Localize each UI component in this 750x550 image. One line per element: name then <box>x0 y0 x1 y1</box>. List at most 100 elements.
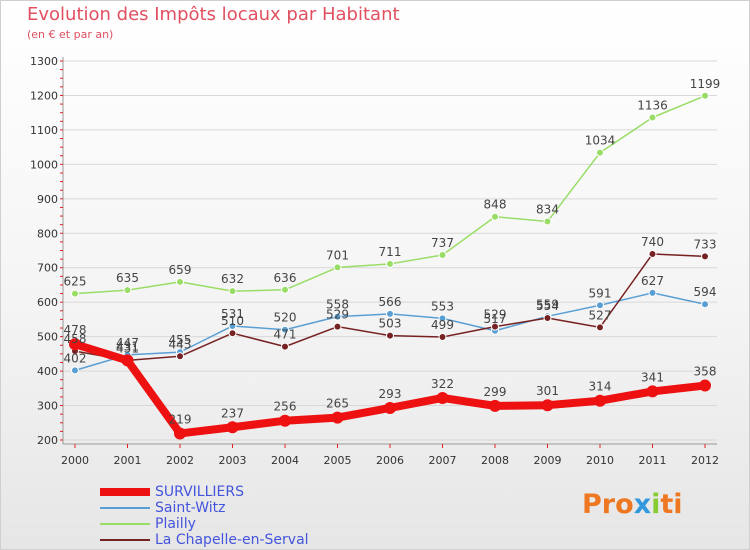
data-point-survilliers <box>489 399 501 412</box>
y-tick-label: 600 <box>37 296 58 309</box>
data-label-plailly: 701 <box>326 248 349 262</box>
data-label-saint-witz: 553 <box>431 299 454 313</box>
data-point-la-chapelle-en-serval <box>648 249 657 258</box>
y-tick-label: 900 <box>37 193 58 206</box>
x-tick-label: 2010 <box>586 454 614 467</box>
data-label-survilliers: 358 <box>694 365 717 379</box>
data-point-la-chapelle-en-serval <box>543 314 552 323</box>
legend-swatch <box>100 539 150 541</box>
data-label-plailly: 659 <box>169 263 192 277</box>
data-point-saint-witz <box>438 314 447 323</box>
y-tick-label: 1300 <box>30 55 58 68</box>
data-label-saint-witz: 447 <box>116 336 139 350</box>
x-tick-label: 2009 <box>534 454 562 467</box>
chart-title: Evolution des Impôts locaux par Habitant <box>27 4 400 25</box>
data-label-saint-witz: 594 <box>694 285 717 299</box>
legend-label: Plailly <box>155 516 196 532</box>
chart-subtitle: (en € et par an) <box>27 28 114 41</box>
data-point-la-chapelle-en-serval <box>281 342 289 351</box>
y-tick-label: 400 <box>37 365 58 378</box>
data-point-survilliers <box>226 421 239 434</box>
legend-swatch <box>100 523 150 525</box>
logo-letter: t <box>660 489 674 520</box>
logo-letter: o <box>615 489 634 520</box>
data-label-saint-witz: 531 <box>221 307 244 321</box>
data-point-survilliers <box>121 354 134 367</box>
x-tick-label: 2008 <box>481 454 509 467</box>
data-label-survilliers: 256 <box>274 400 297 414</box>
x-tick-label: 2011 <box>639 454 667 467</box>
data-point-survilliers <box>594 394 606 407</box>
data-point-survilliers <box>541 399 554 412</box>
legend-swatch <box>100 507 150 509</box>
x-tick-label: 2005 <box>324 454 352 467</box>
data-point-plailly <box>281 285 289 294</box>
data-label-plailly: 632 <box>221 272 244 286</box>
legend-label: Saint-Witz <box>155 500 226 516</box>
data-point-plailly <box>123 286 132 295</box>
data-point-saint-witz <box>71 366 79 375</box>
data-point-survilliers <box>384 401 396 414</box>
x-tick-label: 2000 <box>61 454 89 467</box>
logo-letter: x <box>633 489 652 520</box>
data-point-survilliers <box>436 391 449 404</box>
data-label-survilliers: 478 <box>64 323 87 337</box>
data-label-saint-witz: 558 <box>326 298 349 312</box>
data-point-plailly <box>333 263 342 272</box>
data-label-plailly: 711 <box>379 245 402 259</box>
data-label-la-chapelle-en-serval: 471 <box>274 328 297 342</box>
data-label-survilliers: 341 <box>641 370 664 384</box>
data-label-saint-witz: 559 <box>536 297 559 311</box>
data-label-plailly: 1034 <box>585 134 616 148</box>
x-tick-label: 2002 <box>166 454 194 467</box>
data-label-survilliers: 293 <box>379 387 402 401</box>
data-point-plailly <box>438 250 447 259</box>
data-point-la-chapelle-en-serval <box>333 322 342 331</box>
y-tick-label: 1100 <box>30 124 58 137</box>
x-tick-label: 2007 <box>429 454 457 467</box>
y-tick-label: 800 <box>37 227 58 240</box>
data-point-survilliers <box>699 379 711 392</box>
data-label-survilliers: 322 <box>431 377 454 391</box>
data-point-survilliers <box>646 385 659 398</box>
data-label-saint-witz: 591 <box>589 286 612 300</box>
data-label-plailly: 737 <box>431 236 454 250</box>
data-label-survilliers: 431 <box>116 339 139 353</box>
data-label-la-chapelle-en-serval: 458 <box>64 332 87 346</box>
data-point-saint-witz <box>701 300 709 309</box>
data-point-survilliers <box>331 411 344 424</box>
data-label-la-chapelle-en-serval: 503 <box>379 317 402 331</box>
data-label-la-chapelle-en-serval: 499 <box>431 318 454 332</box>
data-label-saint-witz: 402 <box>64 351 87 365</box>
data-point-plailly <box>176 277 184 286</box>
data-label-survilliers: 301 <box>536 384 559 398</box>
y-tick-label: 500 <box>37 331 58 344</box>
data-label-plailly: 834 <box>536 203 559 217</box>
data-label-la-chapelle-en-serval: 740 <box>641 235 664 249</box>
x-tick-label: 2012 <box>691 454 719 467</box>
data-point-la-chapelle-en-serval <box>491 322 499 331</box>
x-tick-label: 2003 <box>219 454 247 467</box>
legend-swatch <box>100 488 150 496</box>
data-label-saint-witz: 566 <box>379 295 402 309</box>
data-point-saint-witz <box>648 288 657 297</box>
data-point-survilliers <box>69 338 81 351</box>
data-point-saint-witz <box>333 312 342 321</box>
data-point-plailly <box>648 113 657 122</box>
logo-letter: r <box>601 489 616 520</box>
data-point-la-chapelle-en-serval <box>228 329 237 338</box>
data-label-saint-witz: 627 <box>641 274 664 288</box>
data-point-survilliers <box>174 427 186 440</box>
data-label-survilliers: 299 <box>484 385 507 399</box>
data-label-plailly: 848 <box>484 198 507 212</box>
data-point-la-chapelle-en-serval <box>386 331 394 340</box>
data-point-la-chapelle-en-serval <box>701 252 709 261</box>
data-label-la-chapelle-en-serval: 529 <box>326 308 349 322</box>
y-tick-label: 1200 <box>30 89 58 102</box>
data-point-la-chapelle-en-serval <box>176 352 184 361</box>
data-label-saint-witz: 520 <box>274 311 297 325</box>
y-tick-label: 1000 <box>30 158 58 171</box>
data-point-saint-witz <box>596 301 604 310</box>
data-label-plailly: 1136 <box>637 99 668 113</box>
